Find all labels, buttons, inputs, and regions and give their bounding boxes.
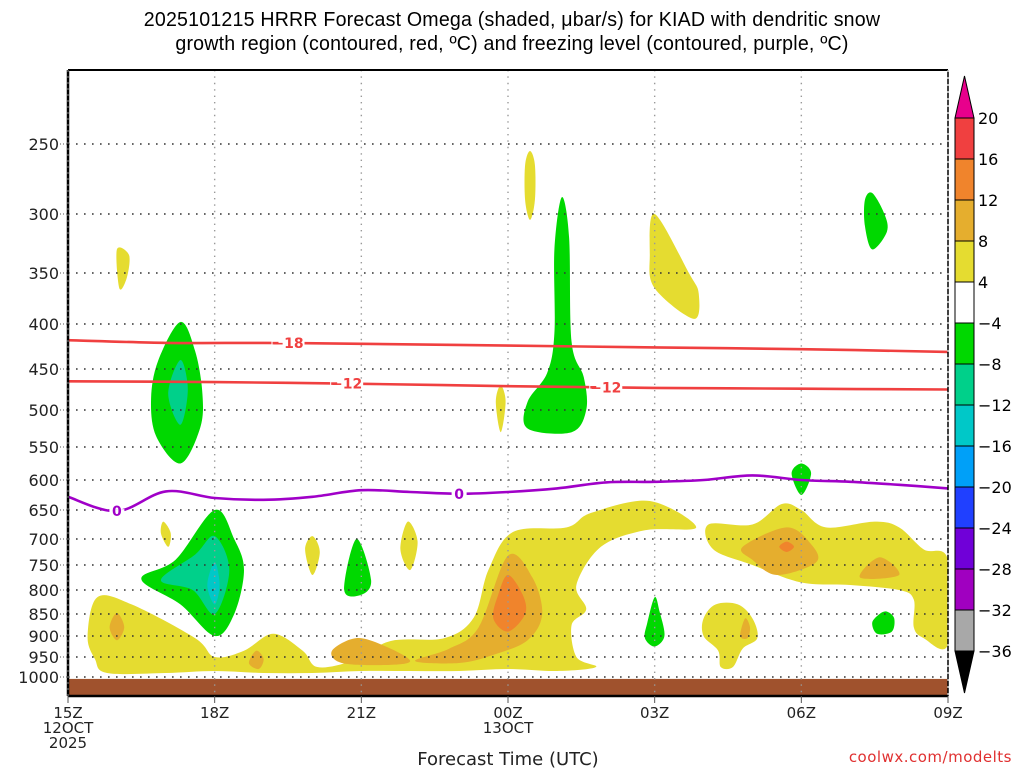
omega-region--16_to_-12-5 <box>207 562 220 605</box>
colorbar-bin--32to-28 <box>954 568 975 611</box>
y-tick-label-1000: 1000 <box>18 668 59 687</box>
contour-line--12 <box>68 380 948 391</box>
colorbar-bin-12to16 <box>954 158 975 201</box>
y-tick-label-500: 500 <box>28 401 59 420</box>
x-tick-label-06Z: 06Z <box>787 704 816 722</box>
contour-line--18 <box>68 338 948 354</box>
colorbar-bin--24to-20 <box>954 486 975 529</box>
colorbar-label: −28 <box>978 560 1012 579</box>
y-tick-label-800: 800 <box>28 581 59 600</box>
x-tick-label-03Z: 03Z <box>640 704 669 722</box>
colorbar-bin--20to-16 <box>954 445 975 488</box>
colorbar-label: −20 <box>978 478 1012 497</box>
chart-title: 2025101215 HRRR Forecast Omega (shaded, … <box>10 8 1014 56</box>
colorbar-bin-8to12 <box>954 199 975 242</box>
colorbar-bin--36to-32 <box>954 609 975 652</box>
title-line-2: growth region (contoured, red, ºC) and f… <box>175 33 849 55</box>
y-tick-label-850: 850 <box>28 605 59 624</box>
colorbar-bin--16to-12 <box>954 404 975 447</box>
colorbar-bin--8to-4 <box>954 322 975 365</box>
omega-region--8_to_-4-29 <box>872 611 895 635</box>
colorbar-label: −16 <box>978 437 1012 456</box>
y-tick-label-600: 600 <box>28 471 59 490</box>
y-tick-label-400: 400 <box>28 315 59 334</box>
omega-region-12_to_16-23 <box>492 575 527 632</box>
colorbar-label: −4 <box>978 314 1002 333</box>
y-tick-label-650: 650 <box>28 501 59 520</box>
omega-region-8_to_12-24 <box>740 527 819 576</box>
colorbar-label: 12 <box>978 191 998 210</box>
y-tick-label-700: 700 <box>28 530 59 549</box>
contour-label--18: −18 <box>272 336 303 352</box>
omega-region-12_to_16-25 <box>779 541 794 552</box>
y-axis-pressure-ticks: 250 300 350 400 450 500 550 600 650 700 750 800 850 9… <box>18 135 68 687</box>
shaded-omega-regions <box>87 151 948 675</box>
colorbar-bin-16to20 <box>954 117 975 160</box>
omega-region-4_to_8-6 <box>160 521 171 547</box>
x-tick-label-15Z: 15Z <box>53 704 82 722</box>
contour-label-0: 0 <box>112 504 122 520</box>
x-tick-label-00Z: 00Z <box>493 704 522 722</box>
x-tick-label-12OCT: 12OCT <box>43 719 94 737</box>
omega-region--8_to_-4-15 <box>864 192 888 250</box>
omega-region--8_to_-4-8 <box>344 538 372 597</box>
colorbar-label: −32 <box>978 601 1012 620</box>
colorbar-label: 16 <box>978 150 998 169</box>
grid-lines <box>68 70 948 696</box>
x-tick-label-2025: 2025 <box>49 734 87 752</box>
colorbar: 20 16 12 8 4 −4 −8 −12 −16 −20 −24 −28 −32 −36 <box>954 75 1012 694</box>
omega-region-8_to_12-20 <box>248 650 264 670</box>
x-tick-label-09Z: 09Z <box>933 704 962 722</box>
x-tick-label-13OCT: 13OCT <box>483 719 534 737</box>
y-tick-label-250: 250 <box>28 135 59 154</box>
x-tick-label-21Z: 21Z <box>347 704 376 722</box>
omega-region-8_to_12-26 <box>740 618 751 639</box>
omega-region-4_to_8-7 <box>305 536 320 576</box>
y-tick-label-300: 300 <box>28 205 59 224</box>
omega-region-4_to_8-11 <box>524 151 536 220</box>
omega-region-4_to_8-16 <box>87 500 697 675</box>
omega-region-8_to_12-27 <box>859 557 900 579</box>
colorbar-bin--12to-8 <box>954 363 975 406</box>
colorbar-min-arrow <box>954 650 975 694</box>
colorbar-bin--28to-24 <box>954 527 975 570</box>
title-line-1: 2025101215 HRRR Forecast Omega (shaded, … <box>143 9 881 31</box>
colorbar-label: −24 <box>978 519 1012 538</box>
y-tick-label-450: 450 <box>28 360 59 379</box>
omega-region-4_to_8-13 <box>649 213 700 319</box>
colorbar-label: −36 <box>978 642 1012 661</box>
below-ground-area <box>68 678 948 696</box>
y-tick-label-750: 750 <box>28 556 59 575</box>
colorbar-bin-4to8 <box>954 240 975 283</box>
y-tick-label-950: 950 <box>28 648 59 667</box>
y-tick-label-350: 350 <box>28 264 59 283</box>
omega-region-8_to_12-19 <box>109 613 125 641</box>
colorbar-label: 8 <box>978 232 988 251</box>
colorbar-label: −8 <box>978 355 1002 374</box>
x-axis-label: Forecast Time (UTC) <box>417 749 598 768</box>
omega-region-4_to_8-9 <box>400 521 418 571</box>
contour-label--12: −12 <box>331 377 362 393</box>
contour-label-0: 0 <box>454 487 464 503</box>
colorbar-label: 20 <box>978 109 998 128</box>
omega-region--8_to_-4-12 <box>523 197 588 434</box>
colorbar-label: 4 <box>978 273 988 292</box>
credit-link[interactable]: coolwx.com/modelts <box>849 748 1012 766</box>
omega-region-4_to_8-0 <box>116 247 130 290</box>
y-tick-label-900: 900 <box>28 627 59 646</box>
omega-region--12_to_-8-2 <box>168 359 188 425</box>
colorbar-label: −12 <box>978 396 1012 415</box>
omega-region-4_to_8-18 <box>701 602 758 670</box>
omega-region-4_to_8-10 <box>495 385 506 433</box>
contour-label--12: −12 <box>590 380 621 396</box>
colorbar-max-arrow <box>954 75 975 119</box>
colorbar-bin--4to4 <box>954 281 975 324</box>
omega-region-8_to_12-21 <box>331 638 411 666</box>
contour-line-0 <box>68 474 948 513</box>
y-tick-label-550: 550 <box>28 438 59 457</box>
temperature-contours: −18 −12 −12 0 0 <box>68 336 948 520</box>
x-tick-label-18Z: 18Z <box>200 704 229 722</box>
